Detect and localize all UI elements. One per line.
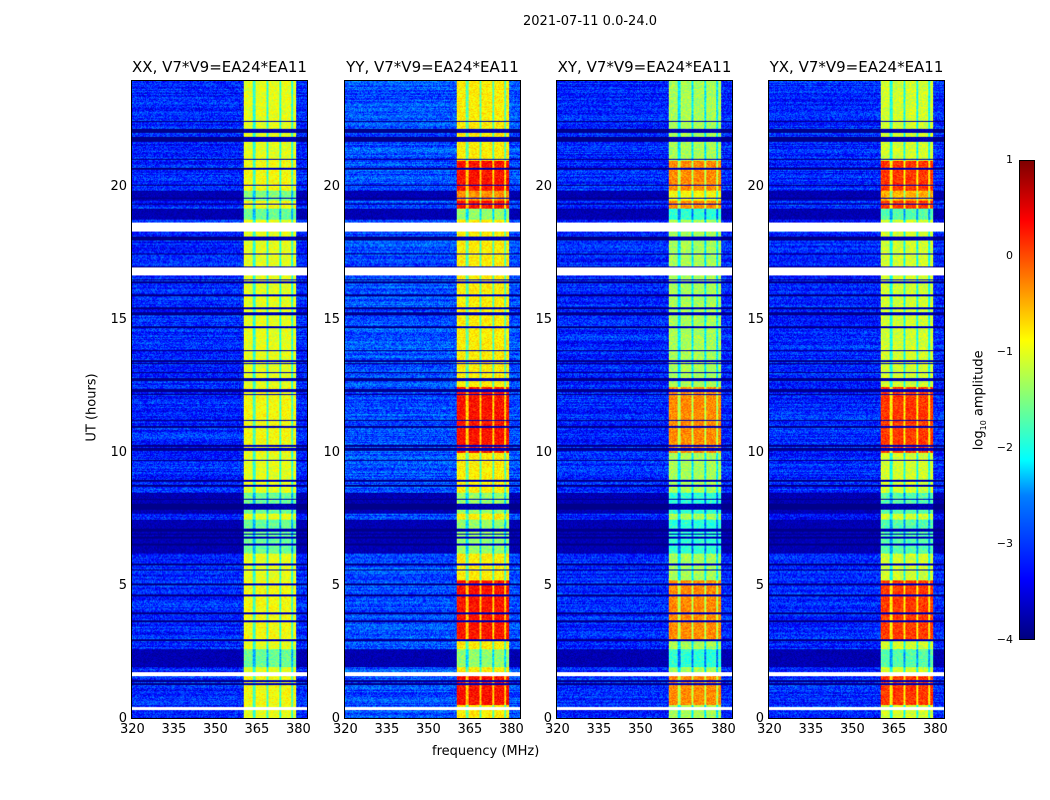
heatmap-image — [769, 81, 944, 718]
panel-title: YY, V7*V9=EA24*EA11 — [346, 58, 519, 76]
colorbar-tick-label: 1 — [1006, 153, 1013, 166]
colorbar-tick-label: −1 — [996, 345, 1013, 358]
y-tick-label: 20 — [747, 178, 764, 194]
x-tick-label: 380 — [498, 722, 524, 737]
panel-title: XX, V7*V9=EA24*EA11 — [132, 58, 307, 76]
x-tick-label: 350 — [202, 722, 228, 737]
colorbar — [1019, 160, 1035, 640]
colorbar-tick-label: −4 — [996, 633, 1013, 646]
y-tick-label: 10 — [535, 444, 552, 460]
y-tick-label: 0 — [118, 711, 127, 726]
x-tick-label: 380 — [285, 722, 311, 737]
y-tick-label: 5 — [543, 577, 552, 593]
x-tick-label: 335 — [374, 722, 400, 737]
x-tick-label: 365 — [244, 722, 270, 737]
heatmap-image — [557, 81, 732, 718]
y-tick-label: 0 — [331, 711, 340, 726]
x-tick-label: 335 — [586, 722, 612, 737]
y-tick-label: 5 — [118, 577, 127, 593]
spectrogram-panel — [556, 80, 733, 719]
y-tick-label: 15 — [110, 311, 127, 327]
x-tick-label: 320 — [120, 722, 145, 737]
spectrogram-panel — [131, 80, 308, 719]
y-tick-label: 0 — [543, 711, 552, 726]
colorbar-tick-label: −3 — [996, 537, 1013, 550]
x-axis-label: frequency (MHz) — [432, 744, 540, 759]
x-tick-label: 350 — [415, 722, 441, 737]
y-tick-label: 20 — [110, 178, 127, 194]
figure-title: 2021-07-11 0.0-24.0 — [523, 14, 657, 29]
colorbar-tick-label: 0 — [1006, 249, 1013, 262]
x-tick-label: 365 — [881, 722, 907, 737]
x-tick-label: 320 — [333, 722, 358, 737]
y-tick-label: 0 — [755, 711, 764, 726]
x-tick-label: 380 — [922, 722, 948, 737]
x-tick-label: 380 — [710, 722, 736, 737]
heatmap-image — [132, 81, 307, 718]
colorbar-label: log10 amplitude — [971, 350, 989, 451]
x-tick-label: 365 — [457, 722, 483, 737]
y-tick-label: 10 — [323, 444, 340, 460]
panel-title: XY, V7*V9=EA24*EA11 — [557, 58, 732, 76]
x-tick-label: 365 — [669, 722, 695, 737]
y-tick-label: 5 — [755, 577, 764, 593]
y-tick-label: 15 — [535, 311, 552, 327]
y-axis-label: UT (hours) — [84, 373, 100, 442]
y-tick-label: 10 — [747, 444, 764, 460]
x-tick-label: 320 — [545, 722, 570, 737]
spectrogram-panel — [768, 80, 945, 719]
x-tick-label: 335 — [161, 722, 187, 737]
y-tick-label: 15 — [323, 311, 340, 327]
x-tick-label: 350 — [839, 722, 865, 737]
y-tick-label: 5 — [331, 577, 340, 593]
x-tick-label: 350 — [627, 722, 653, 737]
panel-title: YX, V7*V9=EA24*EA11 — [769, 58, 944, 76]
spectrogram-panel — [344, 80, 521, 719]
y-tick-label: 10 — [110, 444, 127, 460]
colorbar-tick-label: −2 — [996, 441, 1013, 454]
y-tick-label: 20 — [323, 178, 340, 194]
y-tick-label: 20 — [535, 178, 552, 194]
x-tick-label: 320 — [757, 722, 782, 737]
heatmap-image — [345, 81, 520, 718]
x-tick-label: 335 — [798, 722, 824, 737]
y-tick-label: 15 — [747, 311, 764, 327]
